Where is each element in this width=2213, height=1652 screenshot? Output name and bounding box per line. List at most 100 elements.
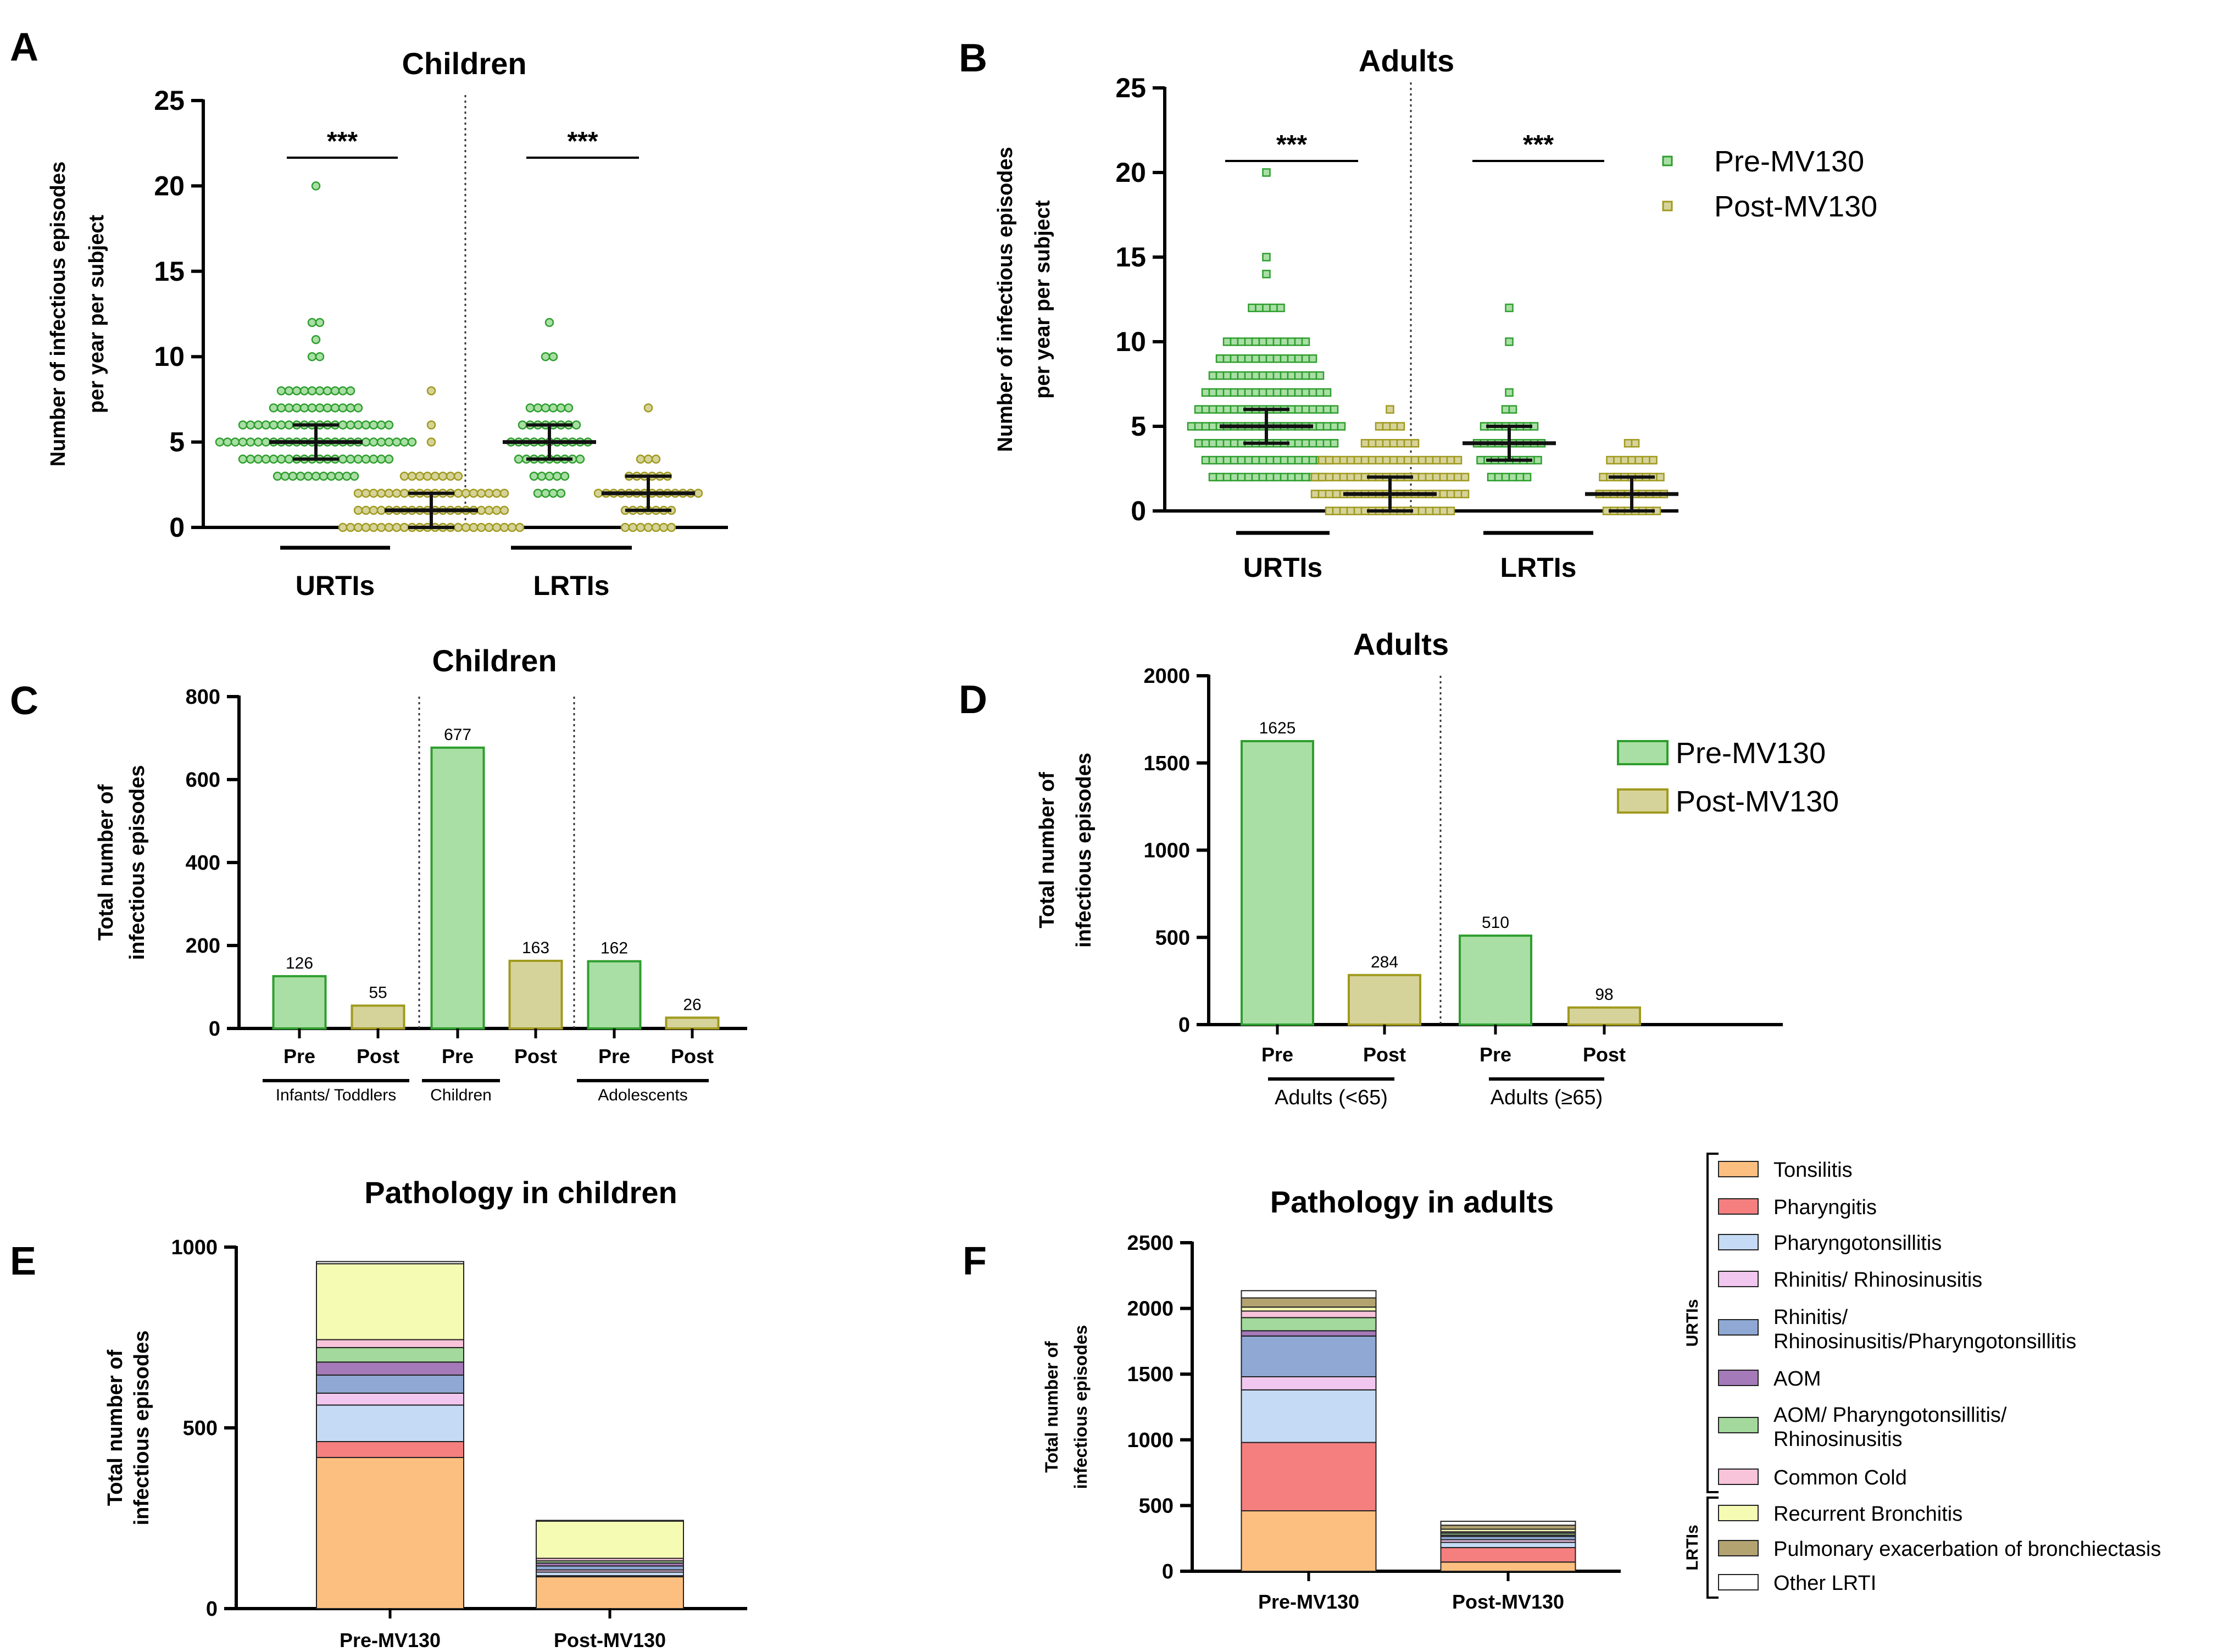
data-point: [399, 437, 409, 447]
legend-label: Rhinosinusitis/Pharyngotonsillitis: [1773, 1330, 2076, 1353]
data-point: [537, 471, 547, 481]
data-point: [1339, 455, 1348, 465]
data-point: [1403, 455, 1413, 465]
data-point: [1432, 472, 1441, 482]
data-point: [330, 386, 340, 396]
stacked-segment: [1241, 1290, 1377, 1299]
legend-label: Pulmonary exacerbation of bronchiectasis: [1773, 1538, 2161, 1561]
y-tick-label: 25: [1115, 73, 1146, 103]
stacked-segment: [316, 1263, 464, 1340]
data-point: [1375, 422, 1384, 431]
data-point: [1389, 439, 1398, 448]
data-point: [541, 488, 551, 498]
data-point: [1417, 455, 1427, 465]
significance-label: ***: [327, 127, 358, 156]
data-point: [338, 386, 348, 396]
legend-label: Pre-MV130: [1676, 737, 1826, 770]
data-point: [1330, 422, 1339, 431]
data-point: [415, 471, 425, 481]
data-point: [1222, 439, 1232, 448]
data-point: [407, 471, 417, 481]
data-point: [1287, 337, 1296, 346]
data-point: [560, 471, 570, 481]
data-point: [1505, 337, 1514, 346]
y-axis-label: infectious episodes: [130, 1331, 153, 1526]
data-point: [384, 454, 394, 464]
panel-a-chart: A Children Number of infectious episodes pe…: [10, 25, 728, 601]
data-point: [1222, 455, 1232, 465]
legend-swatch: [1718, 1161, 1759, 1177]
bar: [1459, 935, 1532, 1026]
data-point: [1269, 303, 1278, 313]
data-point: [1649, 455, 1658, 465]
data-point: [529, 471, 539, 481]
legend-bracket: [1706, 1153, 1719, 1493]
y-tick-label: 500: [1155, 926, 1190, 949]
data-point: [1301, 337, 1310, 346]
data-point: [407, 437, 417, 447]
data-point: [1276, 303, 1285, 313]
data-point: [1230, 388, 1239, 397]
data-point: [1389, 422, 1398, 431]
legend-swatch: [1718, 1505, 1759, 1521]
data-point: [311, 335, 321, 344]
y-axis-label: Total number of: [94, 785, 118, 941]
data-point: [1201, 455, 1210, 465]
data-point: [1215, 371, 1225, 380]
data-point: [1262, 303, 1271, 313]
data-point: [1265, 371, 1275, 380]
data-point: [1215, 354, 1225, 363]
y-axis-label: infectious episodes: [1071, 1325, 1091, 1489]
data-point: [1262, 253, 1271, 262]
chart-title: Pathology in children: [364, 1175, 677, 1210]
data-point: [1258, 388, 1267, 397]
data-point: [1634, 455, 1643, 465]
data-point: [1251, 371, 1260, 380]
data-point: [284, 420, 294, 430]
legend-label: Rhinitis/: [1773, 1306, 1848, 1329]
data-point: [1620, 455, 1629, 465]
stacked-segment: [1241, 1306, 1377, 1312]
data-point: [430, 471, 440, 481]
bar: [508, 959, 563, 1030]
bar: [430, 746, 485, 1030]
data-point: [296, 471, 305, 481]
data-point: [484, 505, 494, 515]
data-point: [1208, 422, 1217, 431]
data-point: [1301, 388, 1310, 397]
data-point: [1215, 388, 1225, 397]
data-point: [1215, 405, 1225, 414]
data-point: [1322, 388, 1332, 397]
data-point: [1325, 507, 1334, 515]
significance-label: ***: [1523, 130, 1554, 159]
legend-label: Rhinosinusitis: [1773, 1428, 1902, 1451]
y-tick-label: 25: [154, 85, 185, 116]
data-point: [1310, 472, 1320, 482]
stacked-segment: [536, 1565, 684, 1571]
data-point: [1222, 405, 1232, 414]
data-point: [1222, 371, 1232, 380]
y-axis-label: Total number of: [1042, 1341, 1061, 1473]
data-point: [361, 488, 371, 498]
y-axis-label: per year per subject: [85, 215, 108, 414]
data-point: [453, 488, 463, 498]
bar-value-label: 162: [600, 939, 628, 958]
data-point: [1272, 388, 1282, 397]
x-tick-label: Pre: [1261, 1043, 1293, 1066]
data-point: [1386, 405, 1394, 414]
data-point: [1208, 405, 1217, 414]
data-point: [507, 522, 517, 532]
panel-b-chart: B Adults Number of infectious episodes per …: [959, 36, 1877, 583]
data-point: [1606, 455, 1615, 465]
x-tick-label: Post: [514, 1045, 557, 1067]
bar-value-label: 126: [286, 954, 313, 972]
data-point: [1403, 439, 1413, 448]
data-point: [1280, 455, 1289, 465]
data-point: [1417, 507, 1427, 515]
data-point: [230, 437, 240, 447]
x-tick-label: Post: [1583, 1043, 1626, 1066]
data-point: [1215, 439, 1225, 448]
y-tick-label: 1000: [171, 1236, 218, 1259]
x-tick-label: Pre: [1480, 1043, 1511, 1066]
data-point: [426, 420, 436, 430]
